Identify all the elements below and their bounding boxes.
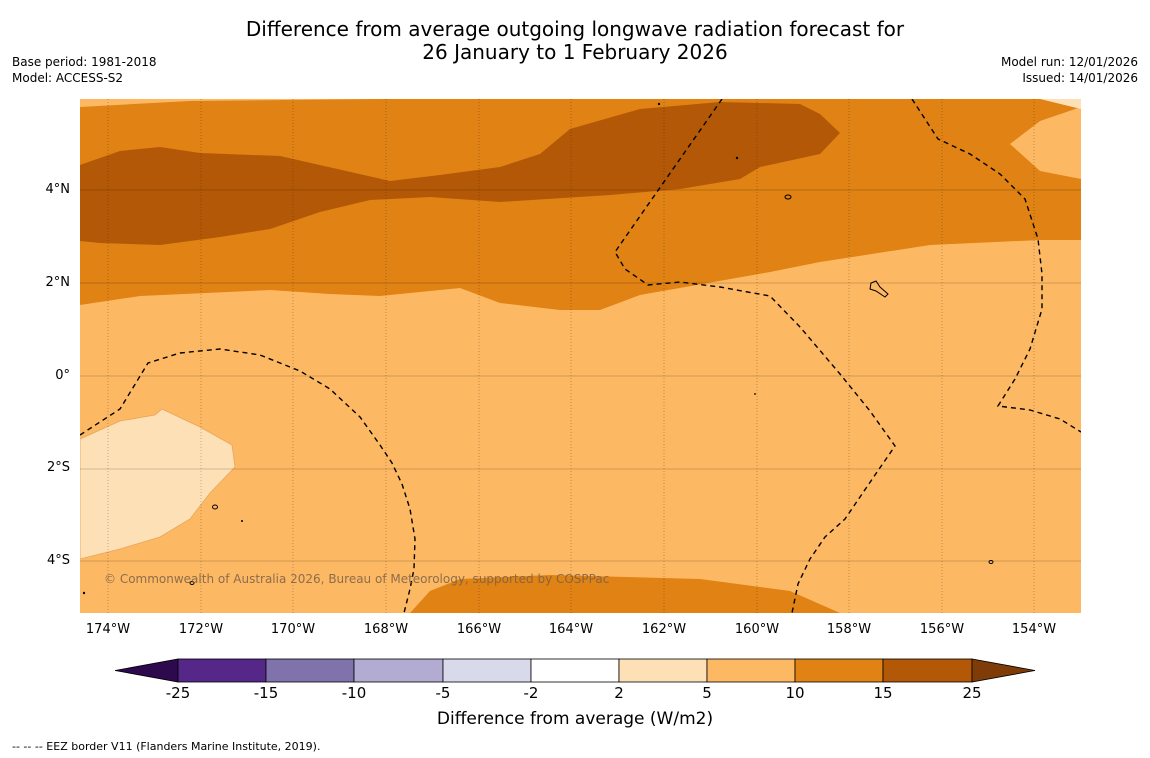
- island: [784, 194, 792, 200]
- island: [988, 560, 994, 564]
- meta-left: Base period: 1981-2018 Model: ACCESS-S2: [12, 54, 157, 86]
- lon-label-170w: 170°W: [270, 622, 316, 637]
- lon-label-172w: 172°W: [178, 622, 224, 637]
- colorbar: [114, 658, 1036, 683]
- meta-right: Model run: 12/01/2026 Issued: 14/01/2026: [1001, 54, 1138, 86]
- title-line-2: 26 January to 1 February 2026: [422, 40, 728, 64]
- issued-date: Issued: 14/01/2026: [1022, 71, 1138, 85]
- map-panel[interactable]: [80, 99, 1081, 613]
- anomaly-10-15-south: [410, 575, 840, 613]
- lon-label-154w: 154°W: [1011, 622, 1057, 637]
- colorbar-extend-high: [971, 658, 1036, 683]
- lon-label-174w: 174°W: [85, 622, 131, 637]
- lat-label-4n: 4°N: [45, 182, 71, 197]
- colorbar-bin-15-25: [882, 658, 973, 683]
- colorbar-extend-low: [114, 658, 179, 683]
- lon-label-156w: 156°W: [919, 622, 965, 637]
- islands: [189, 194, 994, 585]
- island: [212, 504, 218, 510]
- colorbar-bin-m25-m15: [177, 658, 267, 683]
- anomaly-2-5-corner: [1040, 99, 1081, 109]
- lon-label-160w: 160°W: [734, 622, 780, 637]
- colorbar-bin-5-10: [706, 658, 796, 683]
- colorbar-tick: -15: [253, 684, 279, 702]
- colorbar-tick: 25: [962, 684, 982, 702]
- base-period: Base period: 1981-2018: [12, 55, 157, 69]
- colorbar-bin-m5-m2: [442, 658, 532, 683]
- title-line-1: Difference from average outgoing longwav…: [245, 17, 905, 41]
- colorbar-bin-m15-m10: [265, 658, 355, 683]
- colorbar-bin-2-5: [618, 658, 708, 683]
- colorbar-tick: -25: [165, 684, 191, 702]
- eez-border-east: [911, 99, 1081, 433]
- lat-label-2s: 2°S: [46, 460, 70, 475]
- lon-label-166w: 166°W: [456, 622, 502, 637]
- colorbar-tick: -10: [341, 684, 367, 702]
- anomaly-15-25-core: [80, 102, 840, 245]
- lat-gridlines: [80, 189, 1081, 562]
- colorbar-bin-m2-2: [530, 658, 620, 683]
- colorbar-tick: -2: [523, 684, 539, 702]
- colorbar-tick: 2: [614, 684, 624, 702]
- colorbar-tick: 10: [785, 684, 805, 702]
- lon-label-168w: 168°W: [363, 622, 409, 637]
- anomaly-2-5-southwest: [80, 408, 236, 560]
- island-dots: [82, 102, 756, 595]
- eez-borders: [80, 99, 1081, 613]
- colorbar-bin-10-15: [794, 658, 884, 683]
- map-svg: [80, 99, 1081, 613]
- lat-label-0: 0°: [55, 368, 70, 383]
- island: [869, 280, 889, 298]
- colorbar-bin-m10-m5: [353, 658, 444, 683]
- lon-label-158w: 158°W: [826, 622, 872, 637]
- map-title: Difference from average outgoing longwav…: [0, 18, 1150, 64]
- eez-footnote: -- -- -- EEZ border V11 (Flanders Marine…: [12, 740, 321, 753]
- island: [189, 581, 195, 585]
- colorbar-tick: 15: [873, 684, 893, 702]
- colorbar-label: Difference from average (W/m2): [436, 709, 714, 729]
- model-run: Model run: 12/01/2026: [1000, 55, 1138, 69]
- lat-label-2n: 2°N: [45, 275, 71, 290]
- model-name: Model: ACCESS-S2: [12, 71, 124, 85]
- copyright-credit: © Commonwealth of Australia 2026, Bureau…: [104, 572, 610, 586]
- colorbar-tick: 5: [702, 684, 712, 702]
- eez-border-west: [80, 348, 416, 613]
- lat-label-4s: 4°S: [46, 553, 70, 568]
- anomaly-10-15-north: [80, 99, 1081, 310]
- lon-label-162w: 162°W: [641, 622, 687, 637]
- colorbar-tick: -5: [435, 684, 451, 702]
- lon-label-164w: 164°W: [548, 622, 594, 637]
- eez-border-central: [614, 99, 896, 613]
